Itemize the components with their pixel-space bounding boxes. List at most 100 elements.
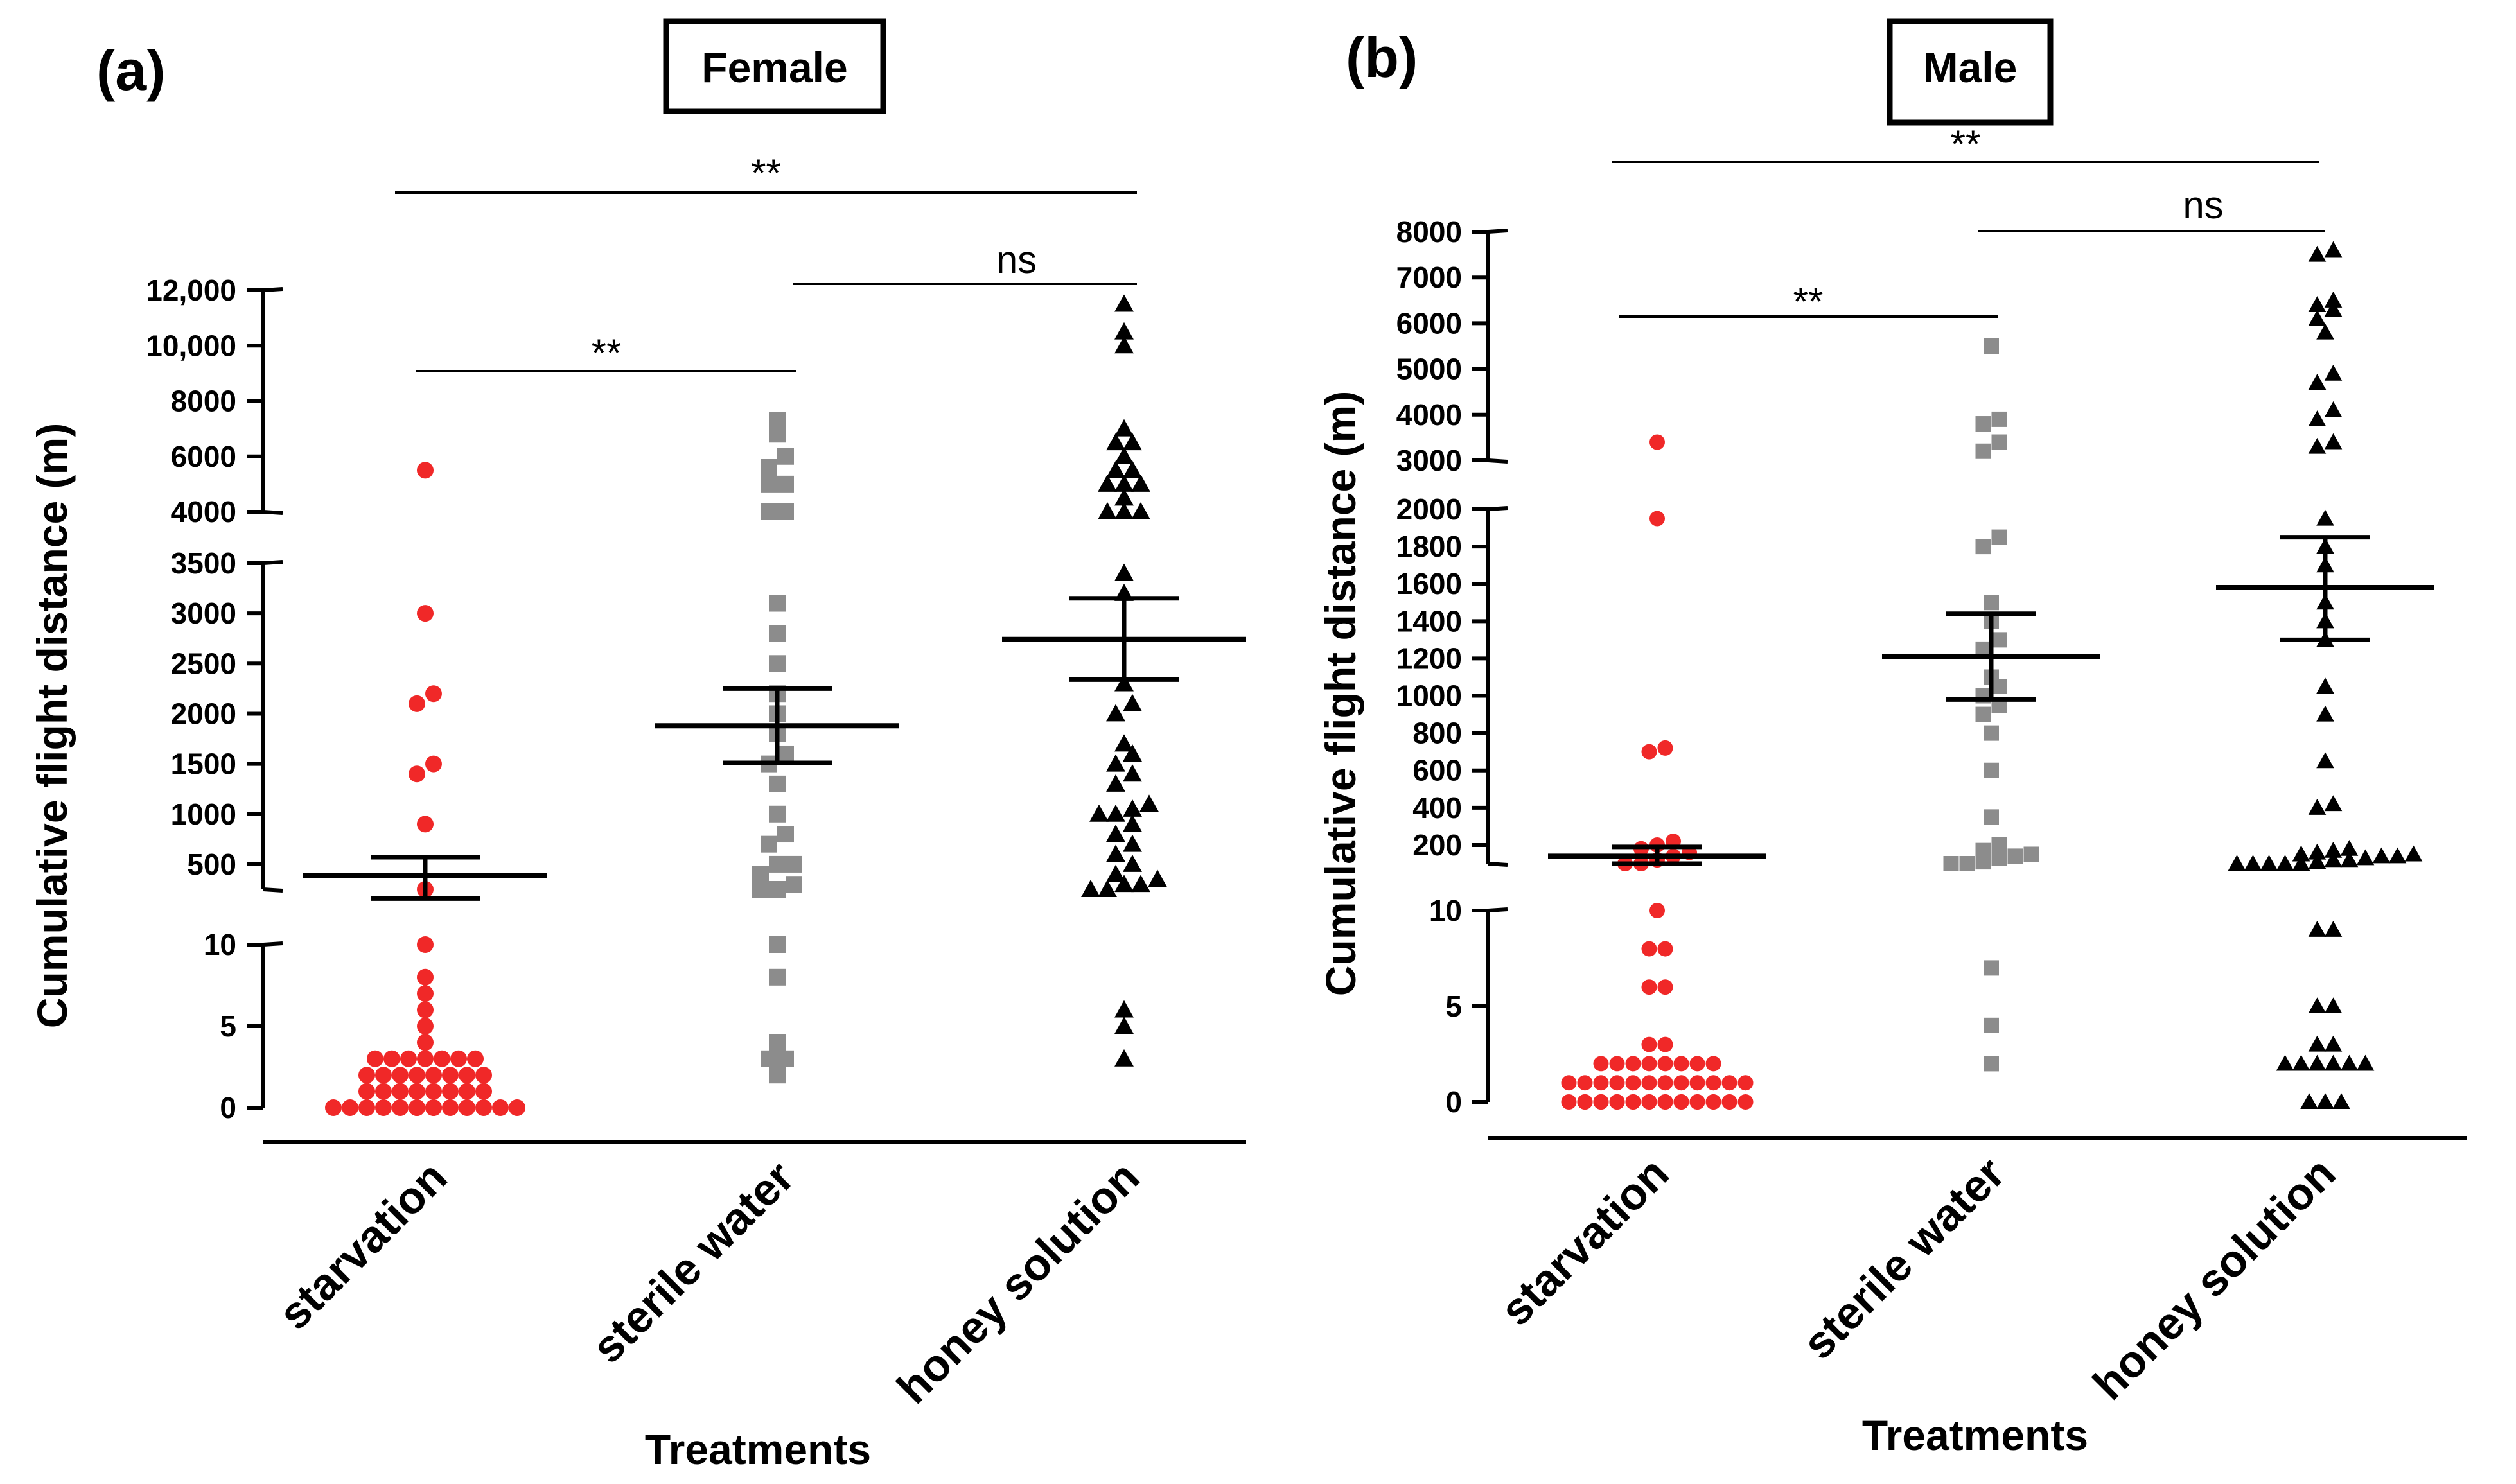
title-box [1887,18,2054,126]
data-point-starvation [392,1067,409,1084]
data-point-starvation [409,1099,425,1116]
data-point-starvation [392,1083,409,1100]
data-point-starvation [1673,1094,1689,1110]
data-point-sterile-water [786,876,802,893]
data-point-honey-solution [2372,847,2391,864]
data-point-sterile-water [769,881,786,898]
data-point-starvation [1649,434,1665,450]
data-point-starvation [1657,1036,1673,1052]
data-point-honey-solution [2308,1054,2327,1071]
data-point-honey-solution [2340,839,2359,856]
data-point-starvation [1673,1056,1689,1072]
data-point-starvation [1625,1056,1641,1072]
data-point-starvation [492,1099,509,1116]
data-point-honey-solution [1123,433,1142,451]
data-point-sterile-water [1991,632,2007,648]
y-axis-label: Cumulative flight distance (m) [28,423,76,1028]
data-point-honey-solution [1106,774,1125,792]
data-point-starvation [417,1018,434,1034]
y-tick-label: 4000 [171,495,236,528]
data-point-sterile-water [1984,762,1999,778]
data-point-honey-solution [1123,694,1142,711]
data-point-honey-solution [1098,880,1117,897]
mean-sem-bars [303,596,1246,901]
data-point-honey-solution [2292,855,2310,871]
y-tick-label: 1400 [1396,604,1462,638]
data-point-sterile-water [1975,416,1991,432]
data-point-starvation [425,685,442,703]
data-point-honey-solution [1114,294,1134,312]
data-point-starvation [358,1099,375,1116]
data-point-honey-solution [1114,1017,1134,1034]
axis-break-cap-3 [263,287,283,292]
data-point-starvation [417,1050,434,1067]
data-point-honey-solution [2324,997,2343,1014]
data-point-honey-solution [2324,241,2343,258]
data-point-sterile-water [769,625,786,642]
data-point-sterile-water [1975,706,1991,722]
data-point-sterile-water [1975,539,1991,555]
data-point-honey-solution [1123,744,1142,762]
axis-break-cap-low-2 [263,887,283,893]
data-point-sterile-water [1984,338,1999,354]
data-point-honey-solution [2308,374,2327,390]
data-point-starvation [1577,1075,1593,1091]
data-point-honey-solution [1114,875,1134,893]
y-axis [1472,229,1508,1104]
data-point-honey-solution [2316,323,2334,340]
data-points [1561,241,2423,1110]
data-point-sterile-water [777,503,794,520]
axis-break-cap-2 [263,560,283,565]
data-point-starvation [1705,1075,1721,1091]
data-point-starvation [459,1067,475,1084]
y-tick-label: 2000 [1396,493,1462,526]
y-tick-label: 3500 [171,546,236,580]
y-tick-labels: 0 5 10 500 1000 1500 2000 2500 3000 3500 4000 6000 8… [146,274,236,1124]
data-point-starvation [409,1083,425,1100]
data-point-sterile-water [761,1050,777,1067]
data-point-honey-solution [2316,677,2334,694]
data-point-sterile-water [777,1050,794,1067]
data-point-honey-solution [2308,843,2327,860]
chart-title: Female [701,44,847,91]
chart-title: Male [1923,44,2018,91]
data-point-starvation [1609,1094,1625,1110]
data-point-honey-solution [1139,794,1159,812]
data-point-sterile-water [769,968,786,986]
data-point-honey-solution [2316,1093,2334,1110]
data-point-sterile-water [1991,411,2007,427]
y-tick-label: 1200 [1396,642,1462,675]
significance-label: ns [996,238,1037,281]
data-point-honey-solution [1131,474,1150,492]
data-point-starvation [459,1099,475,1116]
data-point-starvation [417,816,434,833]
y-tick-label: 200 [1412,828,1462,862]
data-point-honey-solution [1106,754,1125,772]
y-tick-label: 3000 [1396,444,1462,477]
y-tick-label: 5 [220,1009,236,1043]
y-tick-label: 600 [1412,754,1462,787]
data-point-honey-solution [1148,869,1167,887]
y-tick-label: 1500 [171,747,236,781]
y-tick-label: 8000 [1396,215,1462,249]
data-point-honey-solution [2308,997,2327,1014]
data-point-sterile-water [1984,1017,1999,1033]
data-point-sterile-water [769,936,786,953]
data-point-starvation [425,1083,442,1100]
data-point-starvation [459,1083,475,1100]
y-tick-label: 3000 [171,597,236,630]
data-point-starvation [400,1050,417,1067]
data-point-honey-solution [1114,734,1134,752]
data-point-starvation [1609,1056,1625,1072]
y-tick-label: 7000 [1396,261,1462,294]
data-point-starvation [1609,1075,1625,1091]
data-point-starvation [1689,1094,1705,1110]
data-point-honey-solution [2292,845,2310,862]
data-point-starvation [475,1067,492,1084]
data-point-starvation [1657,1094,1673,1110]
data-point-sterile-water [769,855,786,873]
data-point-starvation [375,1083,392,1100]
